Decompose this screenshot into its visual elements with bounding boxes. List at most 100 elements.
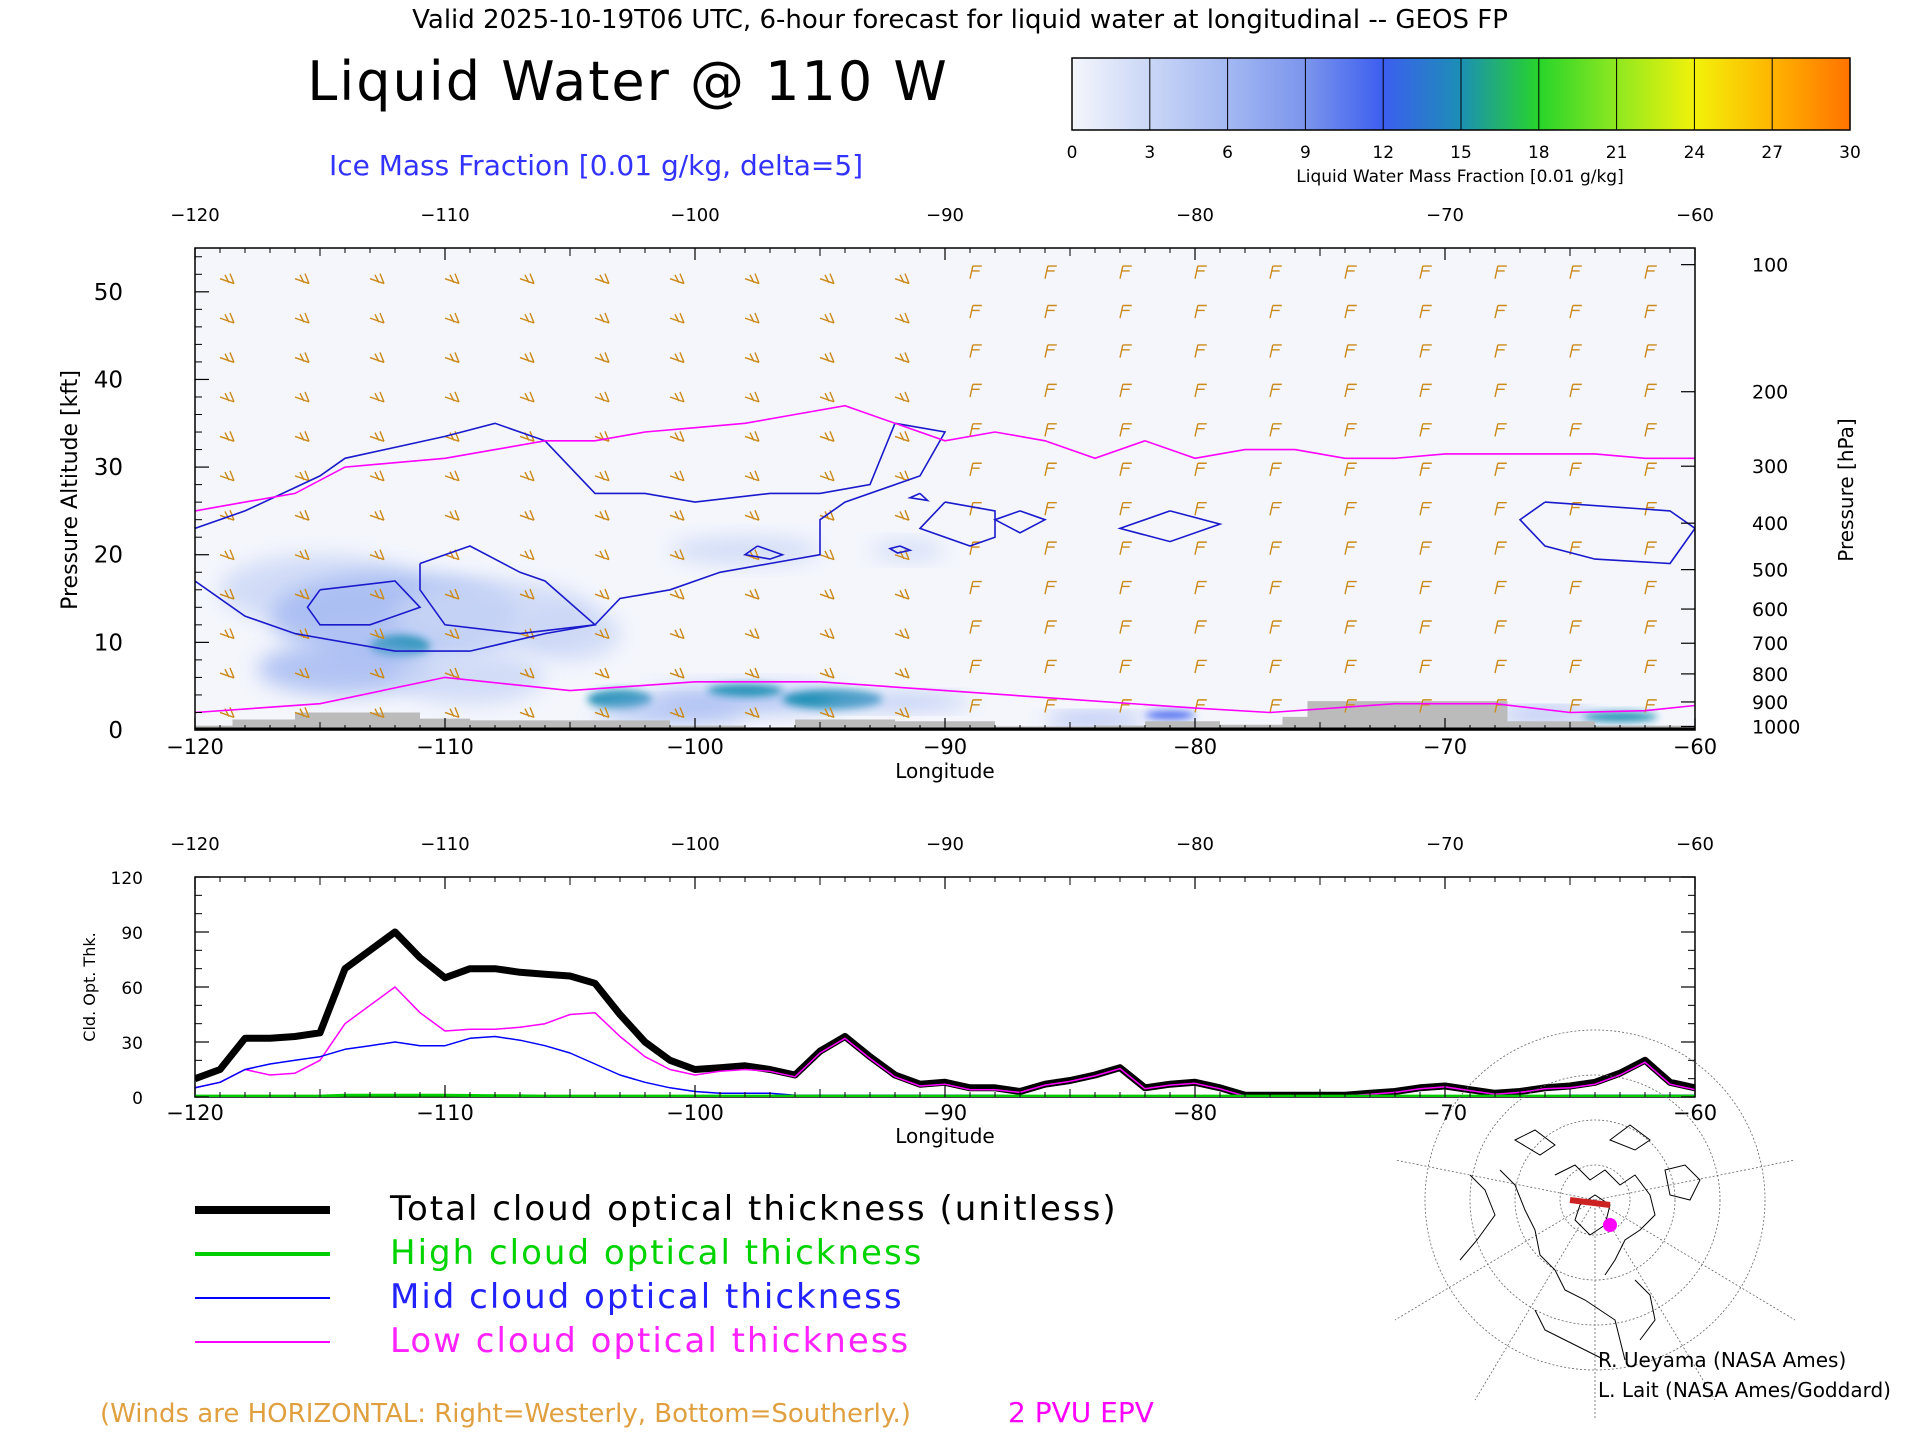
pressure-tick-label: 900 bbox=[1752, 692, 1788, 714]
wind-barb bbox=[1194, 580, 1207, 595]
wind-barb bbox=[969, 304, 982, 319]
wind-barb bbox=[1644, 580, 1657, 595]
wind-barb bbox=[519, 509, 535, 521]
liquid-water-cell bbox=[1520, 513, 1670, 535]
x-tick-label-top: −60 bbox=[1676, 834, 1714, 855]
wind-barb bbox=[1044, 383, 1057, 398]
wind-barb bbox=[1269, 699, 1282, 713]
wind-barb bbox=[1269, 383, 1282, 398]
x-tick-label: −90 bbox=[923, 735, 967, 759]
wind-barb bbox=[1569, 383, 1582, 398]
wind-barb bbox=[369, 588, 385, 600]
bottom-panel: −120 −120 −110 −110 −100 −100 −90 −90 −80 −80 −70 −… bbox=[80, 834, 1717, 1148]
wind-barb bbox=[1194, 659, 1207, 674]
liquid-water-cell bbox=[395, 651, 545, 704]
wind-barb bbox=[294, 273, 310, 285]
wind-barb bbox=[1344, 620, 1357, 634]
wind-barb bbox=[744, 628, 760, 640]
colorbar-tick-label: 6 bbox=[1222, 143, 1233, 163]
wind-barb bbox=[594, 707, 610, 719]
wind-barb bbox=[744, 667, 760, 679]
wind-barb bbox=[669, 470, 685, 482]
ice-contour bbox=[907, 492, 930, 502]
wind-barb bbox=[1119, 620, 1132, 634]
wind-barb bbox=[1419, 265, 1432, 279]
epv-upper-line bbox=[195, 404, 1695, 512]
x-tick-label-top: −90 bbox=[926, 834, 964, 855]
x-tick-label-top: −120 bbox=[170, 205, 219, 226]
wind-barb bbox=[819, 667, 835, 679]
colorbar-segment bbox=[1538, 58, 1618, 130]
wind-barb bbox=[594, 391, 610, 403]
top-ylabel-right: Pressure [hPa] bbox=[1834, 418, 1858, 561]
wind-barb bbox=[594, 352, 610, 364]
wind-barb bbox=[594, 628, 610, 640]
pressure-tick-label: 100 bbox=[1752, 255, 1788, 277]
wind-barb bbox=[894, 352, 910, 364]
wind-barb bbox=[1644, 344, 1657, 358]
wind-barb bbox=[1344, 304, 1357, 319]
ice-contour bbox=[1518, 501, 1695, 565]
wind-barb bbox=[1044, 423, 1057, 437]
wind-barb bbox=[444, 509, 460, 521]
wind-barb bbox=[444, 312, 460, 324]
ice-contour bbox=[306, 580, 422, 626]
wind-barb bbox=[1494, 344, 1507, 358]
wind-barb bbox=[1044, 344, 1057, 358]
wind-barb bbox=[819, 588, 835, 600]
wind-barb bbox=[744, 509, 760, 521]
wind-barb bbox=[1494, 423, 1507, 437]
wind-barb bbox=[594, 470, 610, 482]
liquid-water-cell bbox=[257, 642, 433, 695]
wind-barb bbox=[744, 431, 760, 442]
wind-barb bbox=[219, 391, 235, 403]
wind-barb bbox=[1119, 462, 1132, 477]
wind-barb bbox=[594, 588, 610, 600]
wind-barb bbox=[1194, 699, 1207, 713]
wind-barb bbox=[519, 391, 535, 403]
legend-label: Total cloud optical thickness (unitless) bbox=[389, 1189, 1118, 1229]
wind-barb bbox=[444, 707, 460, 719]
top-axes: −120 −120 −110 −110 −100 −100 −90 −90 −80 −80 −70 −… bbox=[94, 205, 1801, 759]
wind-barb bbox=[1044, 265, 1057, 279]
ice-contour bbox=[1117, 510, 1223, 543]
x-tick-label-top: −70 bbox=[1426, 205, 1464, 226]
credit-ueyama: R. Ueyama (NASA Ames) bbox=[1598, 1348, 1846, 1372]
ice-contours bbox=[195, 422, 1695, 652]
x-tick-label: −90 bbox=[923, 1101, 967, 1125]
map-grid bbox=[1394, 1029, 1796, 1420]
wind-barb bbox=[894, 667, 910, 679]
wind-barb bbox=[1644, 265, 1657, 279]
x-tick-label-top: −100 bbox=[670, 205, 719, 226]
colorbar-segment bbox=[1149, 58, 1229, 130]
x-tick-label-top: −110 bbox=[420, 205, 469, 226]
wind-barb bbox=[1494, 620, 1507, 634]
x-tick-label: −60 bbox=[1673, 1101, 1717, 1125]
wind-barb bbox=[519, 549, 535, 561]
liquid-water-cell bbox=[520, 607, 620, 660]
x-tick-label: −80 bbox=[1173, 1101, 1217, 1125]
wind-barb bbox=[519, 312, 535, 324]
x-tick-label-top: −80 bbox=[1176, 834, 1214, 855]
wind-barb bbox=[1044, 462, 1057, 477]
wind-barb bbox=[1494, 501, 1507, 516]
wind-barb bbox=[1194, 620, 1207, 634]
wind-barb bbox=[669, 431, 685, 442]
legend-label: Low cloud optical thickness bbox=[390, 1321, 910, 1361]
y-tick-label: 40 bbox=[94, 367, 123, 393]
wind-barb bbox=[519, 667, 535, 679]
wind-barb bbox=[594, 667, 610, 679]
wind-barb bbox=[1194, 265, 1207, 279]
wind-barb bbox=[1269, 423, 1282, 437]
wind-barb bbox=[444, 352, 460, 364]
credit-lait: L. Lait (NASA Ames/Goddard) bbox=[1598, 1378, 1891, 1402]
wind-barb bbox=[519, 470, 535, 482]
wind-barb bbox=[1494, 383, 1507, 398]
wind-barb bbox=[1494, 462, 1507, 477]
wind-barb bbox=[369, 273, 385, 285]
wind-barb bbox=[219, 312, 235, 324]
wind-barb bbox=[1269, 580, 1282, 595]
wind-barb bbox=[1194, 541, 1207, 555]
wind-barb bbox=[519, 707, 535, 719]
wind-barb bbox=[1044, 699, 1057, 713]
